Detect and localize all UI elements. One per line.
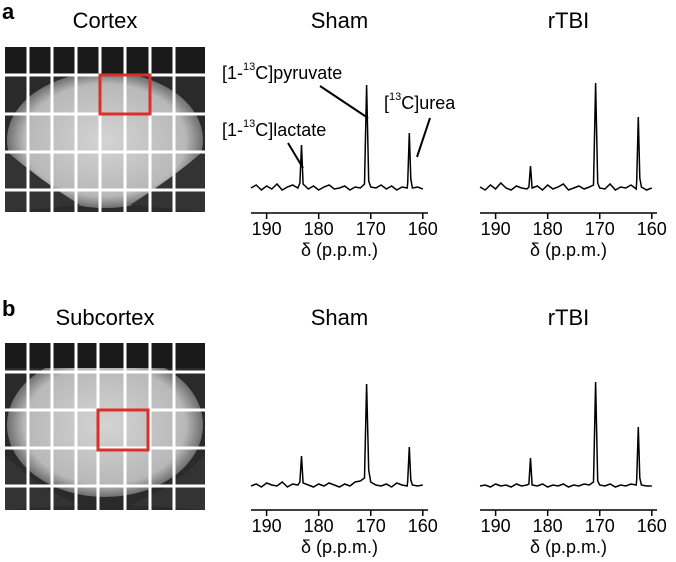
region-label: Subcortex	[55, 305, 154, 330]
x-axis-label: δ (p.p.m.)	[301, 240, 378, 260]
annotation-pointer	[319, 85, 369, 119]
x-tick-label: 160	[408, 516, 438, 536]
x-tick-label: 170	[356, 219, 386, 239]
x-tick-label: 190	[252, 516, 282, 536]
mri-image	[5, 47, 205, 212]
annotation-pointer	[416, 117, 431, 158]
chart-title: rTBI	[548, 8, 590, 33]
annotation: [13C]urea	[384, 91, 456, 113]
x-tick-label: 190	[481, 219, 511, 239]
panel-letter: b	[2, 296, 15, 321]
x-tick-label: 180	[304, 219, 334, 239]
chart-title: Sham	[311, 305, 368, 330]
spectrum-line	[250, 383, 423, 488]
annotation-sup: 13	[243, 118, 255, 130]
spectrum-line	[479, 381, 652, 488]
x-axis-label: δ (p.p.m.)	[301, 537, 378, 557]
x-tick-label: 190	[252, 219, 282, 239]
mri-image	[5, 343, 205, 510]
x-tick-label: 160	[637, 516, 667, 536]
x-axis-label: δ (p.p.m.)	[530, 240, 607, 260]
x-tick-label: 160	[408, 219, 438, 239]
annotation-part: C]urea	[401, 93, 456, 113]
chart-title: Sham	[311, 8, 368, 33]
annotation-part: [1-	[222, 120, 243, 140]
x-tick-label: 180	[304, 516, 334, 536]
x-tick-label: 170	[356, 516, 386, 536]
x-tick-label: 160	[637, 219, 667, 239]
region-label: Cortex	[73, 8, 138, 33]
chart-title: rTBI	[548, 305, 590, 330]
annotation-part: C]lactate	[255, 120, 326, 140]
panel-letter: a	[2, 0, 15, 24]
annotation-sup: 13	[243, 61, 255, 73]
spectrum-line	[250, 84, 424, 191]
x-tick-label: 180	[533, 219, 563, 239]
x-axis-label: δ (p.p.m.)	[530, 537, 607, 557]
annotation: [1-13C]lactate	[222, 118, 326, 140]
spectrum-line	[479, 82, 653, 191]
annotation-part: C]pyruvate	[255, 63, 342, 83]
x-tick-label: 170	[585, 219, 615, 239]
annotation-part: [1-	[222, 63, 243, 83]
x-tick-label: 170	[585, 516, 615, 536]
annotation-part: [	[384, 93, 389, 113]
annotation-pointer	[287, 142, 304, 169]
annotation: [1-13C]pyruvate	[222, 61, 342, 83]
x-tick-label: 190	[481, 516, 511, 536]
x-tick-label: 180	[533, 516, 563, 536]
annotation-sup: 13	[389, 91, 401, 103]
